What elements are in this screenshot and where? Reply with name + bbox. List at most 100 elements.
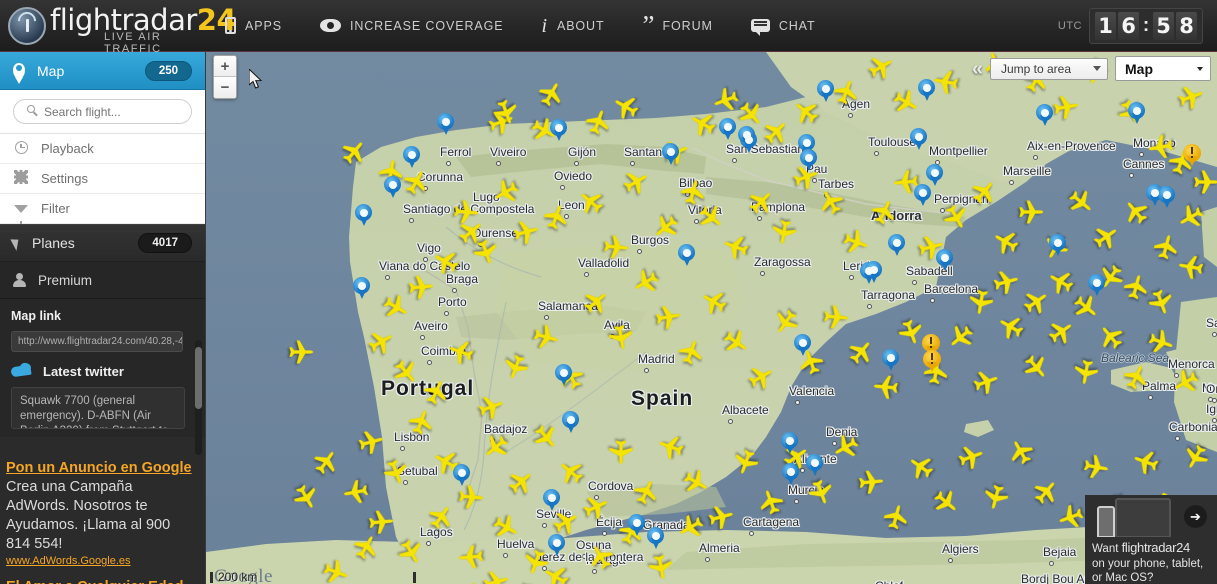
- city-dot: [948, 558, 953, 563]
- airport-marker[interactable]: [719, 118, 736, 141]
- map-type-dropdown[interactable]: Map: [1115, 56, 1211, 81]
- city-dot: [444, 311, 449, 316]
- airport-marker[interactable]: [437, 113, 454, 136]
- airport-marker[interactable]: [355, 204, 372, 227]
- clock-icon: [14, 140, 28, 154]
- mobile-app-promo-banner[interactable]: ➔ Want flightradar24 on your phone, tabl…: [1085, 495, 1217, 584]
- phone-icon: [225, 17, 236, 34]
- city-dot: [732, 158, 737, 163]
- airport-marker[interactable]: [882, 349, 899, 372]
- zoom-in-button[interactable]: +: [214, 56, 236, 77]
- airport-marker[interactable]: [914, 184, 931, 207]
- airport-marker-dot: [914, 132, 923, 141]
- city-dot: [800, 468, 805, 473]
- latest-tweet-text[interactable]: Squawk 7700 (general emergency). D-ABFN …: [11, 387, 185, 429]
- city-dot: [564, 214, 569, 219]
- airport-marker[interactable]: [647, 527, 664, 550]
- alert-marker[interactable]: [923, 350, 941, 373]
- collapse-chevron-icon[interactable]: «: [971, 57, 983, 80]
- search-input[interactable]: [13, 99, 192, 124]
- airport-marker[interactable]: [806, 454, 823, 477]
- airport-marker-dot: [918, 188, 927, 197]
- airport-marker-dot: [869, 265, 878, 274]
- airport-marker[interactable]: [403, 146, 420, 169]
- city-dot: [705, 557, 710, 562]
- city-dot: [610, 334, 615, 339]
- city-dot: [685, 192, 690, 197]
- maplink-url-field[interactable]: http://www.flightradar24.com/40.28,-4.8/…: [11, 331, 183, 352]
- airport-marker[interactable]: [384, 176, 401, 199]
- airport-marker[interactable]: [1158, 186, 1175, 209]
- zoom-out-button[interactable]: −: [214, 77, 236, 98]
- airport-marker[interactable]: [628, 514, 645, 537]
- airport-marker[interactable]: [562, 411, 579, 434]
- mouse-cursor: [249, 69, 263, 89]
- promo-devices-image: ➔: [1085, 495, 1217, 538]
- city-dot: [1033, 155, 1038, 160]
- airport-marker[interactable]: [1128, 102, 1145, 125]
- nav-item-chat[interactable]: CHAT: [732, 0, 835, 52]
- airport-marker[interactable]: [794, 334, 811, 357]
- ad-title[interactable]: Pon un Anuncio en Google: [6, 460, 192, 476]
- nav-item-forum[interactable]: ” FORUM: [624, 0, 732, 52]
- airport-marker[interactable]: [548, 534, 565, 557]
- airport-marker[interactable]: [1088, 274, 1105, 297]
- sidebar-item-filter[interactable]: Filter: [0, 194, 205, 226]
- airport-marker[interactable]: [800, 149, 817, 172]
- airport-marker[interactable]: [550, 119, 567, 142]
- ad-item[interactable]: Pon un Anuncio en Google Crea una Campañ…: [6, 459, 193, 569]
- ad-url[interactable]: www.AdWords.Google.es: [6, 555, 131, 567]
- promo-arrow-button[interactable]: ➔: [1184, 505, 1207, 528]
- airport-marker[interactable]: [910, 128, 927, 151]
- sidebar-item-planes[interactable]: Planes 4017: [0, 224, 205, 262]
- ad-item[interactable]: El Amor a Cualquier Edad ¡Se respira Amo…: [6, 578, 193, 584]
- sidebar-scrollbar-thumb[interactable]: [195, 347, 202, 409]
- airport-marker[interactable]: [1036, 104, 1053, 127]
- jump-to-area-dropdown[interactable]: Jump to area: [989, 57, 1108, 80]
- airport-marker-dot: [632, 518, 641, 527]
- airport-marker[interactable]: [888, 234, 905, 257]
- map-top-controls: « Jump to area Map: [972, 56, 1211, 81]
- sidebar-item-settings[interactable]: Settings: [0, 164, 205, 194]
- tablet-icon: [1115, 498, 1171, 538]
- clock-digits: 1 6 : 5 8: [1089, 7, 1203, 44]
- city-dot: [423, 257, 428, 262]
- airport-marker[interactable]: [662, 143, 679, 166]
- airport-marker[interactable]: [918, 79, 935, 102]
- airport-marker[interactable]: [1049, 234, 1066, 257]
- alert-marker[interactable]: [1183, 144, 1201, 167]
- nav-item-apps[interactable]: APPS: [206, 0, 301, 52]
- nav-label-about: ABOUT: [556, 18, 605, 33]
- promo-line1: Want flightradar24: [1092, 540, 1211, 557]
- city-dot: [874, 151, 879, 156]
- airport-marker[interactable]: [781, 432, 798, 455]
- airport-marker-dot: [798, 338, 807, 347]
- city-dot: [812, 178, 817, 183]
- nav-item-about[interactable]: i ABOUT: [522, 0, 623, 52]
- airport-marker[interactable]: [555, 364, 572, 387]
- city-dot: [385, 275, 390, 280]
- ad-title[interactable]: El Amor a Cualquier Edad: [6, 578, 193, 584]
- airport-marker[interactable]: [817, 80, 834, 103]
- airport-marker[interactable]: [926, 164, 943, 187]
- twitter-label: Latest twitter: [43, 364, 124, 379]
- sidebar-item-map[interactable]: Map 250: [0, 52, 205, 90]
- map-attribution: Google: [214, 566, 273, 584]
- radar-logo-icon: [8, 6, 46, 45]
- airport-marker-dot: [552, 538, 561, 547]
- airport-marker[interactable]: [936, 249, 953, 272]
- nav-item-increase-coverage[interactable]: INCREASE COVERAGE: [301, 0, 523, 52]
- airport-marker[interactable]: [543, 489, 560, 512]
- airport-marker[interactable]: [678, 244, 695, 267]
- city-dot: [503, 553, 508, 558]
- brand-logo[interactable]: flightradar24 LIVE AIR TRAFFIC: [0, 0, 237, 55]
- sidebar-label-playback: Playback: [41, 141, 94, 156]
- sidebar-item-premium[interactable]: Premium: [0, 262, 205, 299]
- airport-marker-dot: [388, 180, 397, 189]
- sidebar-item-playback[interactable]: Playback: [0, 134, 205, 164]
- clock-label: UTC: [1057, 19, 1082, 32]
- airport-marker[interactable]: [782, 463, 799, 486]
- airport-marker[interactable]: [453, 464, 470, 487]
- airport-marker[interactable]: [353, 277, 370, 300]
